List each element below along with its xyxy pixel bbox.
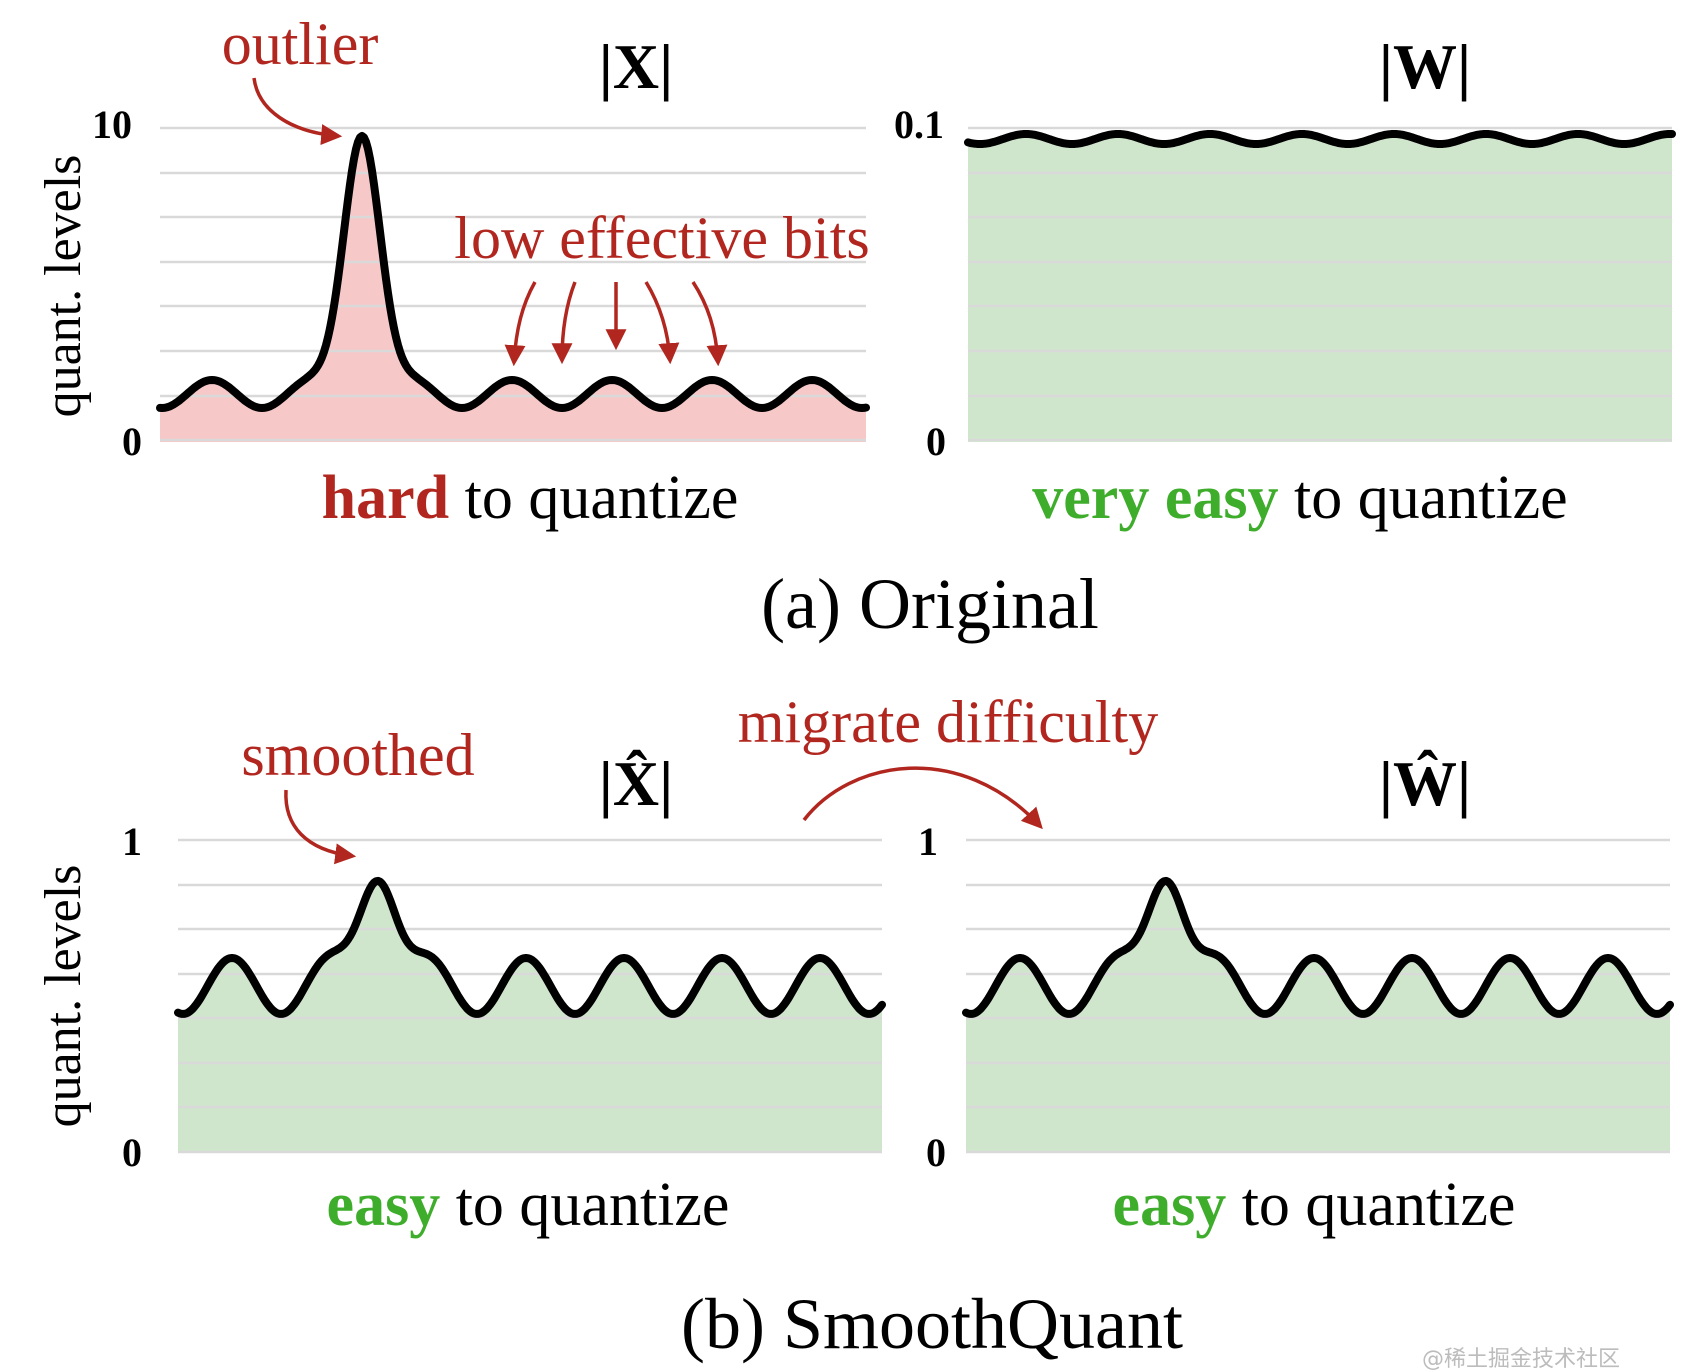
panel-w-original: 0.1 0 |W| very easy to quantize [894,31,1676,532]
xhat-ytick-min: 0 [122,1130,142,1175]
w-ytick-min: 0 [926,419,946,464]
migrate-difficulty-arrow [802,766,1043,830]
caption-smoothquant: (b) SmoothQuant [681,1284,1183,1364]
w-title: |W| [1379,31,1471,102]
x-verdict-rest [449,464,465,532]
x-area-fill [160,136,866,442]
x-verdict-to-quantize: to quantize [465,464,739,532]
panel-xhat-smoothquant: 1 0 quant. levels |X̂| smoothed easy to … [35,722,886,1239]
x-verdict: hard to quantize [322,464,739,532]
lsb-arrow-5 [691,281,728,367]
what-ytick-min: 0 [926,1130,946,1175]
x-title: |X| [599,31,673,102]
lsb-arrow-1 [504,281,537,367]
migrate-difficulty-label: migrate difficulty [738,689,1158,755]
xhat-ylabel: quant. levels [35,865,92,1128]
outlier-label: outlier [222,11,379,77]
w-area-fill [968,134,1672,442]
w-verdict-word: very easy [1032,464,1278,532]
lsb-arrow-2 [551,281,577,365]
x-activation-curve [156,132,870,412]
what-verdict-to-quantize: to quantize [1242,1171,1516,1239]
what-area-fill [966,880,1670,1152]
what-grid-lines [966,838,1670,1154]
w-weight-curve [964,130,1676,148]
w-ytick-max: 0.1 [894,102,944,147]
x-ytick-min: 0 [122,419,142,464]
what-ytick-max: 1 [918,819,938,864]
xhat-activation-curve [174,876,886,1018]
xhat-verdict-rest [440,1171,456,1239]
x-ylabel: quant. levels [35,155,92,418]
xhat-verdict-word: easy [327,1171,441,1239]
what-title: |Ŵ| [1379,748,1471,819]
w-verdict: very easy to quantize [1032,464,1567,532]
lsb-arrow-4 [644,281,680,365]
low-effective-bits-arrows [504,281,728,367]
what-verdict-word: easy [1113,1171,1227,1239]
x-grid-lines [160,126,866,442]
x-verdict-word: hard [322,464,449,532]
what-weight-curve [962,876,1674,1018]
w-grid-lines [968,126,1672,442]
x-ytick-max: 10 [92,102,132,147]
xhat-area-fill [178,880,882,1152]
smoothed-label: smoothed [241,722,474,788]
caption-original: (a) Original [761,564,1099,644]
what-verdict-rest [1226,1171,1242,1239]
panel-what-smoothquant: 1 0 |Ŵ| easy to quantize [918,748,1674,1239]
xhat-verdict-to-quantize: to quantize [456,1171,730,1239]
w-verdict-rest [1278,464,1294,532]
panel-x-original: 10 0 quant. levels |X| outlier low effec… [35,11,870,532]
xhat-ytick-max: 1 [122,819,142,864]
outlier-arrow [252,77,343,146]
what-verdict: easy to quantize [1113,1171,1516,1239]
w-verdict-to-quantize: to quantize [1294,464,1568,532]
xhat-grid-lines [178,838,882,1154]
watermark: @稀土掘金技术社区 [1422,1347,1620,1370]
xhat-title: |X̂| [599,748,673,819]
low-effective-bits-label: low effective bits [454,205,869,271]
xhat-verdict: easy to quantize [327,1171,730,1239]
smoothed-arrow [284,789,357,865]
